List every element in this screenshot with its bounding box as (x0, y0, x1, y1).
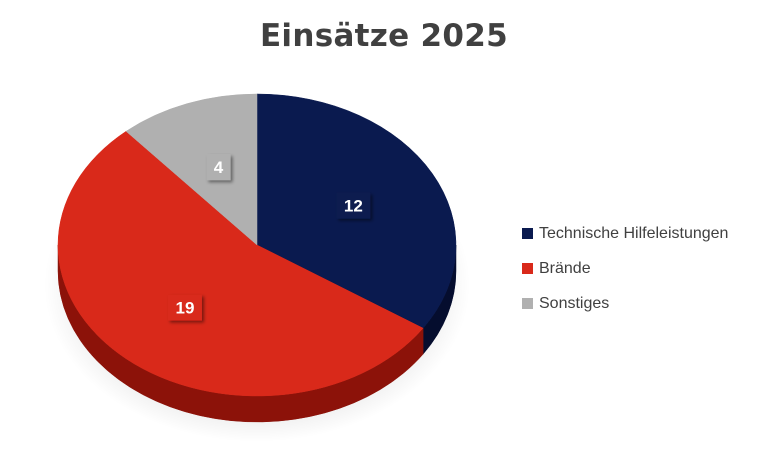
chart-title: Einsätze 2025 (259, 18, 509, 54)
data-label-2: 4 (206, 154, 231, 181)
legend-swatch (522, 228, 533, 239)
data-label-box (167, 294, 202, 321)
data-label-1: 19 (167, 294, 202, 321)
legend-item-technische-hilfeleistungen[interactable]: Technische Hilfeleistungen (522, 216, 728, 251)
data-label-box (336, 192, 371, 219)
data-label-box (206, 154, 231, 181)
legend-label: Sonstiges (539, 294, 610, 312)
data-label-text: 19 (176, 299, 195, 318)
legend-item-sonstiges[interactable]: Sonstiges (522, 286, 728, 321)
pie-slice-1 (57, 130, 424, 397)
legend-label: Brände (539, 259, 591, 277)
data-label-text: 12 (344, 197, 363, 216)
data-label-0: 12 (336, 192, 371, 219)
legend-item-braende[interactable]: Brände (522, 251, 728, 286)
chart-legend: Technische Hilfeleistungen Brände Sonsti… (522, 216, 728, 321)
pie-slice-2 (125, 93, 258, 246)
legend-swatch (522, 298, 533, 309)
data-label-text: 4 (214, 158, 224, 177)
legend-label: Technische Hilfeleistungen (539, 224, 729, 242)
legend-swatch (522, 263, 533, 274)
